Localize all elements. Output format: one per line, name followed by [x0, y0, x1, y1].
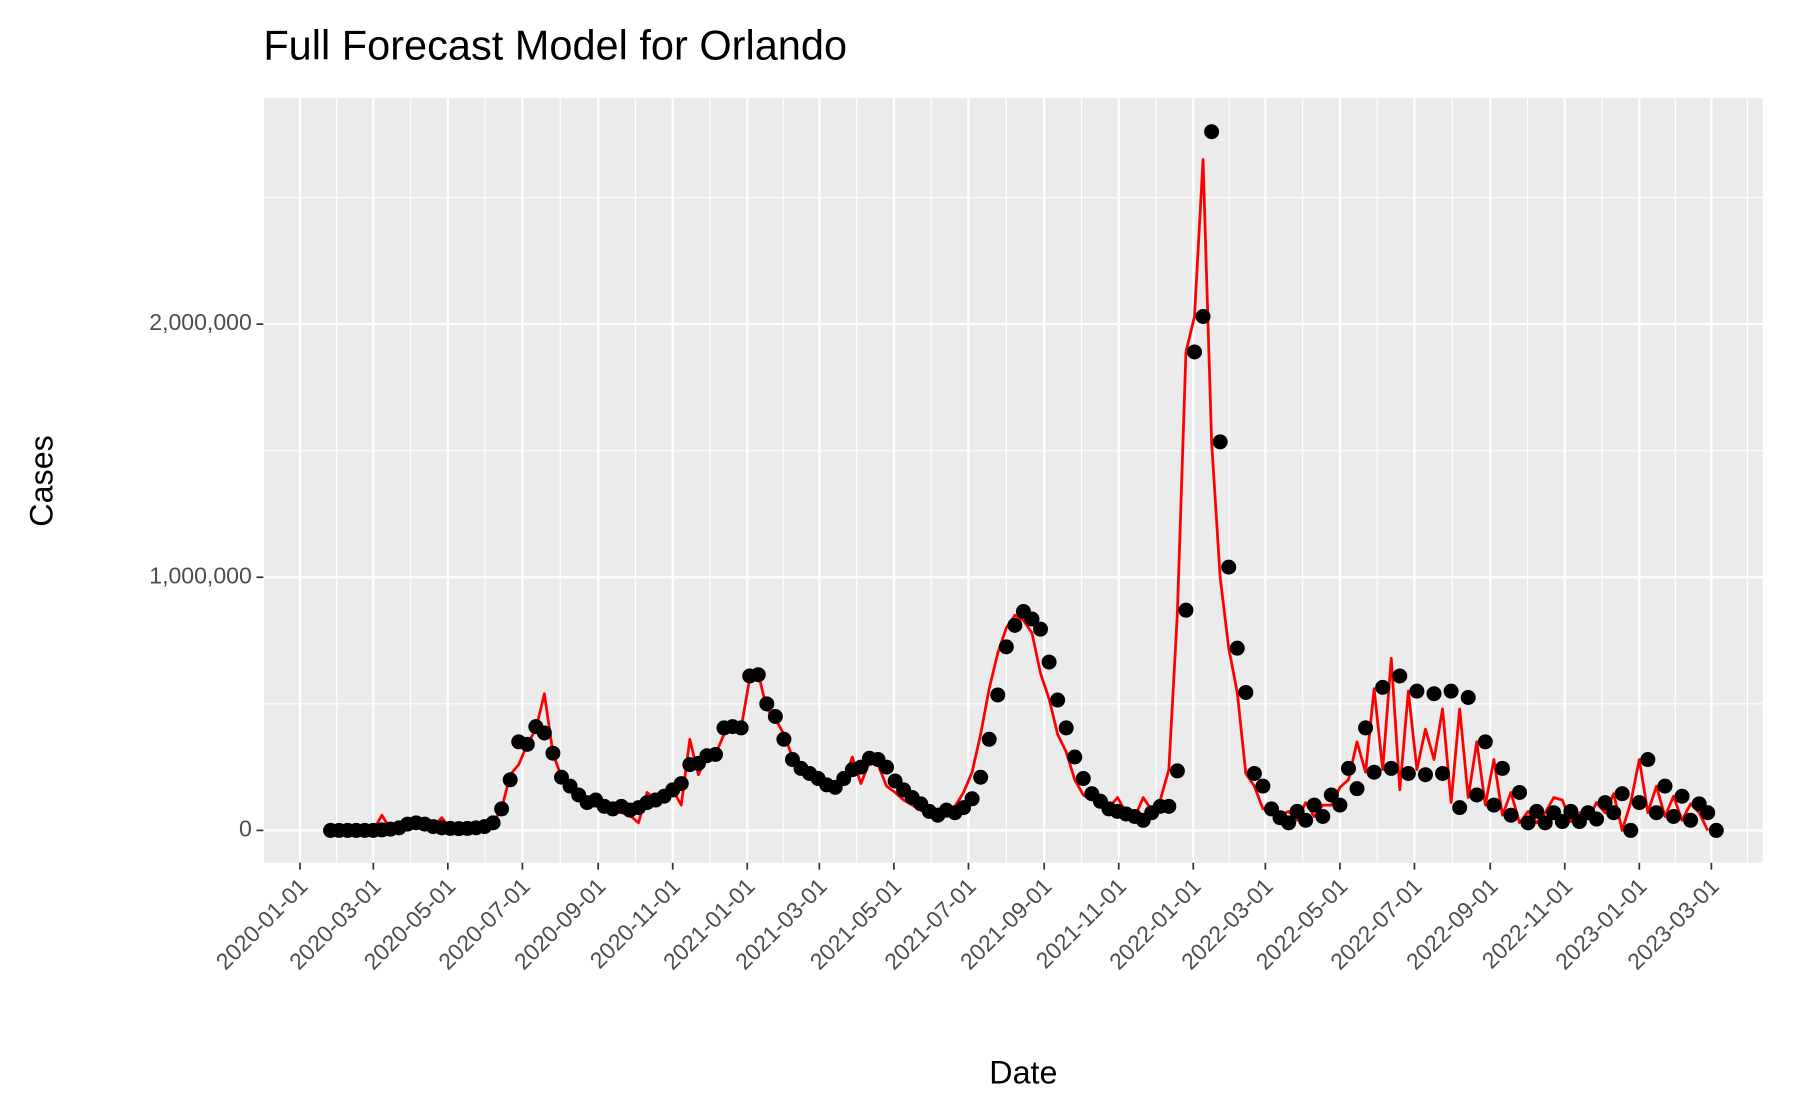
y-axis-title: Cases [24, 435, 60, 527]
data-point [1340, 760, 1356, 776]
data-point [776, 731, 792, 747]
data-point [1460, 690, 1476, 706]
data-point [1178, 602, 1194, 618]
data-point [1050, 692, 1066, 708]
data-point [1426, 686, 1442, 702]
data-point [1298, 812, 1314, 828]
data-point [750, 667, 766, 683]
data-point [1212, 434, 1228, 450]
data-point [519, 736, 535, 752]
data-point [1708, 822, 1724, 838]
data-point [1204, 124, 1220, 140]
data-point [1640, 752, 1656, 768]
data-point [981, 731, 997, 747]
data-point [1067, 749, 1083, 765]
data-point [1358, 720, 1374, 736]
data-point [1700, 805, 1716, 821]
data-point [1229, 640, 1245, 656]
data-point [1281, 815, 1297, 831]
data-point [998, 639, 1014, 655]
data-point [990, 687, 1006, 703]
data-point [1246, 765, 1262, 781]
data-point [1674, 788, 1690, 804]
data-point [1486, 797, 1502, 813]
data-point [1435, 765, 1451, 781]
data-point [1494, 760, 1510, 776]
data-point [1666, 808, 1682, 824]
data-point [1477, 734, 1493, 750]
data-point [1512, 784, 1528, 800]
data-point [1469, 787, 1485, 803]
data-point [879, 759, 895, 775]
data-point [545, 745, 561, 761]
data-point [733, 720, 749, 736]
data-point [1058, 720, 1074, 736]
data-point [1563, 803, 1579, 819]
data-point [1195, 309, 1211, 325]
data-point [1041, 654, 1057, 670]
data-point [1520, 815, 1536, 831]
data-point [759, 696, 775, 712]
data-point [1657, 778, 1673, 794]
data-point [673, 776, 689, 792]
data-point [502, 772, 518, 788]
data-point [1323, 787, 1339, 803]
data-point [1503, 807, 1519, 823]
data-point [1623, 822, 1639, 838]
data-point [1597, 795, 1613, 811]
data-point [1606, 805, 1622, 821]
chart-title: Full Forecast Model for Orlando [263, 21, 847, 68]
data-point [1366, 764, 1382, 780]
data-point [973, 769, 989, 785]
data-point [707, 746, 723, 762]
data-point [1033, 621, 1049, 637]
data-point [1161, 798, 1177, 814]
panel [263, 98, 1763, 863]
data-point [767, 708, 783, 724]
data-point [1589, 811, 1605, 827]
data-point [1400, 765, 1416, 781]
data-point [1631, 795, 1647, 811]
data-point [1255, 778, 1271, 794]
data-point [1024, 611, 1040, 627]
data-point [1238, 684, 1254, 700]
data-point [1443, 683, 1459, 699]
y-tick-label: 1,000,000 [149, 562, 252, 588]
data-point [1075, 771, 1091, 787]
data-point [1007, 617, 1023, 633]
data-point [1186, 344, 1202, 360]
data-point [1221, 559, 1237, 575]
data-point [1315, 808, 1331, 824]
data-point [1614, 786, 1630, 802]
x-axis-title: Date [989, 1054, 1057, 1090]
data-point [494, 801, 510, 817]
data-point [1683, 812, 1699, 828]
data-point [1409, 683, 1425, 699]
plot-marks [323, 124, 1724, 838]
data-point [1537, 815, 1553, 831]
data-point [536, 725, 552, 741]
data-point [485, 815, 501, 831]
data-point [1417, 767, 1433, 783]
data-point [1648, 805, 1664, 821]
data-point [1349, 781, 1365, 797]
data-point [1332, 797, 1348, 813]
y-tick-label: 2,000,000 [149, 309, 252, 335]
data-point [1383, 760, 1399, 776]
data-point [1375, 679, 1391, 695]
data-point [1452, 800, 1468, 816]
data-point [1392, 668, 1408, 684]
data-point [1306, 797, 1322, 813]
data-point [1529, 803, 1545, 819]
data-point [1169, 763, 1185, 779]
data-point [964, 791, 980, 807]
y-tick-label: 0 [239, 816, 252, 842]
data-point [1554, 814, 1570, 830]
